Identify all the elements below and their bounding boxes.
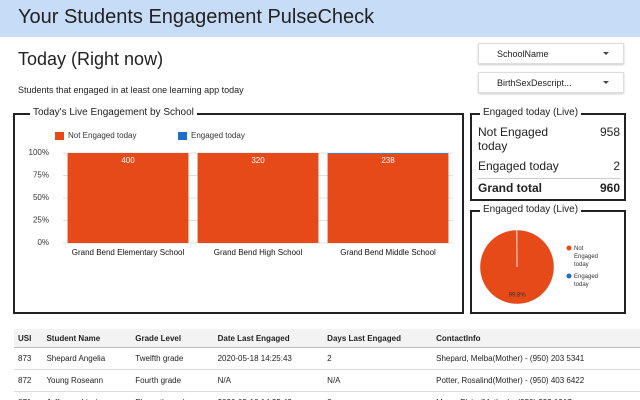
legend-swatch	[566, 245, 572, 251]
column-header: Student Name	[42, 329, 132, 348]
table-cell: 871	[14, 391, 43, 400]
y-tick-label: 100%	[29, 148, 49, 157]
table-cell: Potter, Rosalind(Mother) - (950) 403 642…	[432, 369, 640, 392]
legend-label: Not Engaged today	[574, 246, 600, 268]
scorecard-label: Engaged today	[478, 159, 559, 173]
table-cell: Eleventh grade	[131, 391, 214, 400]
data-label: 99.8%	[509, 292, 527, 298]
scorecard-row: Not Engaged today 958	[478, 123, 620, 157]
bar-segment	[197, 153, 319, 243]
table-cell: 872	[14, 369, 43, 392]
legend-label: Not Engaged today	[68, 131, 137, 140]
pie-chart-box: 99.8% Not Engaged today Engaged today	[470, 210, 626, 314]
bar-chart: 0% 25% 50% 75% 100% Not Engaged today Engaged …	[29, 131, 453, 257]
header: Your Students Engagement PulseCheck	[0, 0, 640, 37]
bar-chart-box: 0% 25% 50% 75% 100% Not Engaged today Engaged …	[13, 113, 464, 314]
table-row: 873 Shepard Angelia Twelfth grade 2020-05-1…	[14, 347, 640, 370]
scorecard-row: Grand total 960	[478, 178, 620, 202]
table-cell: N/A	[323, 369, 433, 392]
title: Your Students Engagement PulseCheck	[18, 6, 375, 28]
column-header: Days Last Engaged	[323, 329, 433, 348]
column-header: Date Last Engaged	[213, 329, 324, 348]
scorecard-value: 958	[599, 125, 620, 139]
pie-chart: 99.8% Not Engaged today Engaged today	[479, 229, 600, 305]
chart-title: Engaged today (Live)	[480, 204, 582, 215]
filter-dropdown[interactable]: SchoolName	[478, 43, 624, 64]
bar-segment	[327, 153, 449, 154]
table-cell: Shepard, Melba(Mother) - (950) 203 5341	[432, 347, 640, 370]
table-cell: 2020-05-18 14:25:43	[213, 391, 324, 400]
data-label: 238	[381, 156, 395, 165]
column-header: Grade Level	[131, 329, 214, 348]
column-header: ContactInfo	[432, 329, 640, 348]
table-cell: Fourth grade	[131, 369, 214, 392]
x-tick-label: Grand Bend Elementary School	[72, 248, 185, 257]
heading: Today (Right now)	[18, 49, 164, 69]
table-cell: Jefferson Lizzie	[42, 391, 132, 400]
scorecard-value: 960	[599, 181, 620, 195]
legend-swatch	[566, 273, 572, 279]
scorecard-row: Engaged today 2	[478, 157, 620, 178]
table-cell: Shepard Angelia	[42, 347, 132, 370]
filter-dropdown[interactable]: BirthSexDescript...	[478, 72, 624, 93]
subtitle: Students that engaged in at least one le…	[18, 85, 244, 95]
bar-segment	[67, 153, 189, 243]
table-row: 871Jefferson LizzieEleventh grade2020-05…	[14, 391, 640, 400]
filter-label: SchoolName	[497, 49, 549, 59]
table-cell: N/A	[213, 369, 324, 392]
scorecard-label: Not Engaged today	[478, 125, 549, 153]
legend-swatch	[55, 132, 64, 140]
column-header: USI	[14, 329, 43, 348]
data-label: 400	[121, 156, 135, 165]
y-tick-label: 75%	[33, 171, 49, 180]
data-label: 320	[251, 156, 265, 165]
bar-segment	[327, 153, 449, 243]
chart-title: Today's Live Engagement by School	[30, 107, 197, 118]
legend-label: Engaged today	[574, 274, 600, 288]
table-cell: 2	[323, 347, 433, 370]
x-tick-label: Grand Bend High School	[214, 248, 303, 257]
table-row: 872 Young Roseann Fourth grade N/A N/A Potter…	[14, 369, 640, 392]
scorecard-title: Engaged today (Live)	[480, 107, 582, 118]
scorecard-body: Not Engaged today 958 Engaged today 2 Grand …	[478, 123, 620, 202]
scorecard-label: Grand total	[478, 181, 543, 195]
table-cell: Young Roseann	[42, 369, 132, 392]
filter-label: BirthSexDescript...	[497, 78, 572, 88]
student-table: USI Student Name Grade Level Date Last Enga…	[14, 329, 640, 400]
y-tick-label: 25%	[33, 216, 49, 225]
x-tick-label: Grand Bend Middle School	[340, 248, 436, 257]
legend-swatch	[178, 132, 187, 140]
table-cell: 2	[323, 391, 433, 400]
table-cell: Twelfth grade	[131, 347, 214, 370]
scorecard-value: 2	[613, 159, 620, 173]
legend-label: Engaged today	[191, 131, 245, 140]
table-cell: Mayo, Elvira(Mother) - (950) 332 1917	[432, 391, 640, 400]
table-cell: 873	[14, 347, 43, 370]
table-cell: 2020-05-18 14:25:43	[213, 347, 324, 370]
scorecard: Not Engaged today 958 Engaged today 2 Grand …	[470, 113, 626, 201]
y-tick-label: 50%	[33, 193, 49, 202]
y-tick-label: 0%	[37, 238, 49, 247]
